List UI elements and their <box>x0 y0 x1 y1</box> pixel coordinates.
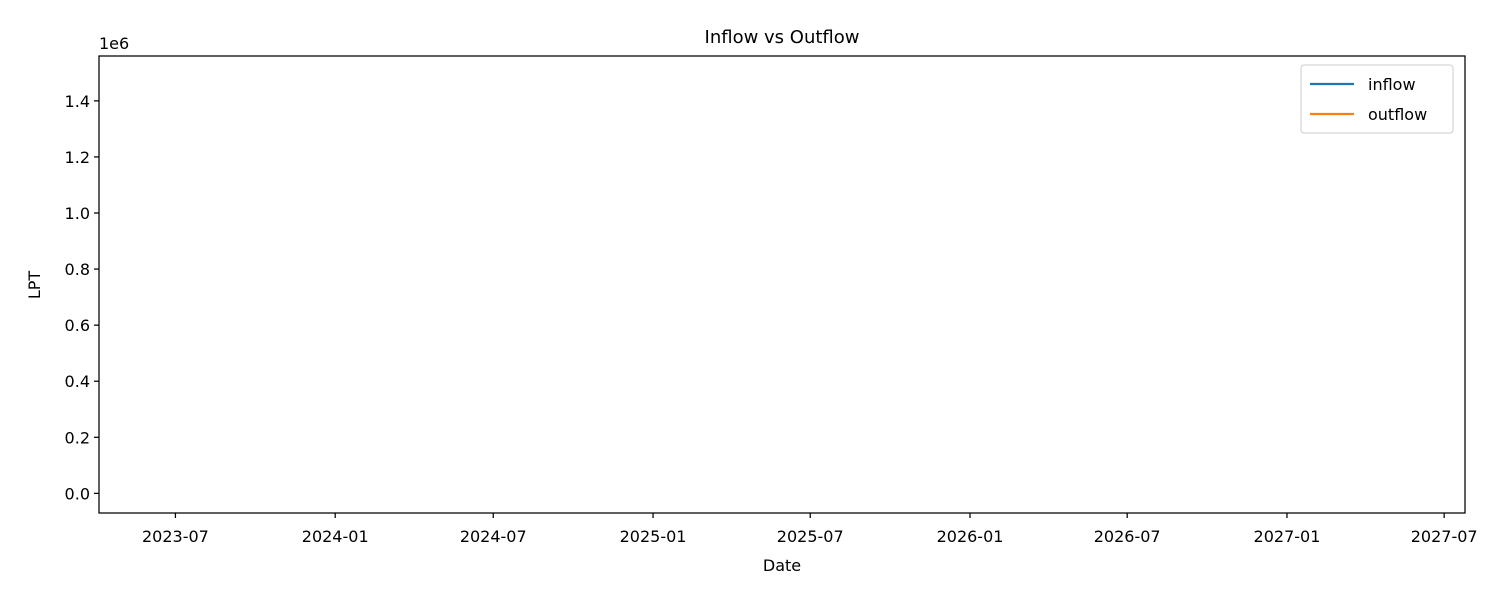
x-tick-label: 2026-01 <box>937 527 1004 546</box>
x-axis-ticks: 2023-07 2024-01 2024-07 2025-01 2025-07 2026-… <box>142 513 1478 546</box>
y-tick-label: 0.2 <box>65 428 90 447</box>
x-tick-label: 2024-01 <box>302 527 369 546</box>
axes-frame <box>98 55 1466 514</box>
chart-title: Inflow vs Outflow <box>705 27 860 48</box>
y-tick-label: 0.4 <box>65 372 90 391</box>
x-tick-label: 2026-07 <box>1094 527 1161 546</box>
y-axis-ticks: 0.0 0.2 0.4 0.6 0.8 1.0 1.2 1.4 <box>65 92 99 503</box>
y-tick-label: 0.6 <box>65 316 90 335</box>
legend: inflow outflow <box>1300 64 1454 134</box>
legend-label-outflow: outflow <box>1368 105 1427 124</box>
y-axis-label: LPT <box>25 271 44 300</box>
legend-label-inflow: inflow <box>1368 75 1416 94</box>
x-tick-label: 2025-07 <box>777 527 844 546</box>
x-tick-label: 2027-07 <box>1411 527 1478 546</box>
x-axis-label: Date <box>763 556 801 575</box>
x-tick-label: 2027-01 <box>1254 527 1321 546</box>
legend-box <box>1300 64 1454 134</box>
y-axis-offset-label: 1e6 <box>99 34 129 53</box>
y-tick-label: 1.4 <box>65 92 90 111</box>
x-tick-label: 2023-07 <box>142 527 209 546</box>
x-tick-label: 2024-07 <box>460 527 527 546</box>
x-tick-label: 2025-01 <box>620 527 687 546</box>
y-tick-label: 0.8 <box>65 260 90 279</box>
y-tick-label: 1.0 <box>65 204 90 223</box>
plot-area <box>98 55 1466 514</box>
y-tick-label: 0.0 <box>65 484 90 503</box>
y-tick-label: 1.2 <box>65 148 90 167</box>
